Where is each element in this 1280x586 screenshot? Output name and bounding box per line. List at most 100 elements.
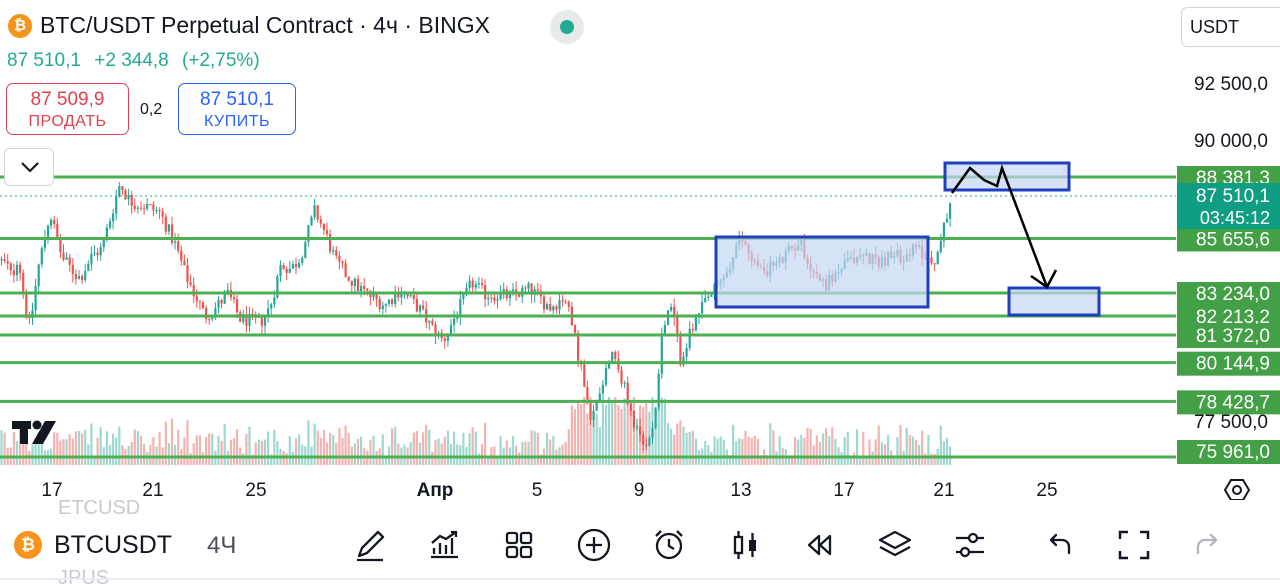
market-status-button[interactable] xyxy=(550,10,584,44)
candle-body xyxy=(133,206,136,209)
consolidation-zone[interactable] xyxy=(714,235,930,309)
level-label: 83 234,0 xyxy=(1196,284,1270,305)
volume-bar xyxy=(604,405,608,465)
buy-button[interactable]: 87 510,1 КУПИТЬ xyxy=(178,83,296,135)
volume-bar xyxy=(391,428,394,465)
fullscreen-icon xyxy=(1118,530,1150,560)
candle-body xyxy=(189,282,192,286)
chart-settings-button[interactable] xyxy=(949,524,991,566)
undo-button[interactable] xyxy=(1037,524,1079,566)
currency-selector[interactable]: USDT xyxy=(1181,7,1280,47)
chart-title[interactable]: BTC/USDT Perpetual Contract · 4ч · BINGX xyxy=(40,12,490,38)
candle-body xyxy=(96,252,99,256)
drawing-tool-button[interactable] xyxy=(349,524,391,566)
volume-bar xyxy=(939,425,942,465)
chart-type-button[interactable] xyxy=(724,524,766,566)
candle-body xyxy=(183,260,186,266)
volume-bar xyxy=(868,439,871,465)
time-axis[interactable]: 17 21 25 Апр 5 9 13 17 21 25 xyxy=(41,480,1057,501)
volume-bar xyxy=(459,445,462,465)
projection-path[interactable] xyxy=(950,163,1049,288)
add-button[interactable] xyxy=(573,524,615,566)
bitcoin-icon: ₿ xyxy=(8,14,32,38)
candle-body xyxy=(397,293,400,298)
indicators-button[interactable] xyxy=(423,524,465,566)
volume-bar xyxy=(862,431,865,465)
volume-bar xyxy=(828,436,831,465)
candle-body xyxy=(46,225,50,238)
volume-bar xyxy=(769,423,772,465)
volume-bar xyxy=(893,455,896,465)
volume-bar xyxy=(818,442,821,465)
candle-body xyxy=(53,219,56,224)
object-tree-button[interactable] xyxy=(874,524,916,566)
redo-button[interactable] xyxy=(1188,524,1230,566)
price-axis-label: 92 500,0 xyxy=(1194,74,1268,95)
volume-bar xyxy=(505,440,508,465)
alert-button[interactable] xyxy=(648,524,690,566)
candle-body xyxy=(623,382,626,384)
candle-body xyxy=(691,328,694,331)
volume-bar xyxy=(428,429,431,465)
layout-button[interactable] xyxy=(498,524,540,566)
volume-bar xyxy=(347,432,350,465)
candle-body xyxy=(282,265,285,269)
candle-body xyxy=(112,213,115,222)
volume-bar xyxy=(301,444,304,465)
fullscreen-button[interactable] xyxy=(1113,524,1155,566)
volume-bar xyxy=(521,441,524,465)
volume-bar xyxy=(583,397,586,465)
volume-bar xyxy=(211,433,214,465)
candle-body xyxy=(363,286,366,289)
time-axis-label: 17 xyxy=(833,480,854,501)
volume-bar xyxy=(924,453,927,465)
volume-bar xyxy=(384,456,387,465)
volume-bar xyxy=(635,424,639,465)
volume-bar xyxy=(927,435,930,465)
volume-bar xyxy=(313,423,316,465)
volume-bar xyxy=(564,442,567,465)
current-price-label-bg xyxy=(1177,183,1280,229)
candle-body xyxy=(583,364,586,387)
volume-bar xyxy=(673,434,676,465)
candle-body xyxy=(12,270,15,276)
volume-bar xyxy=(573,409,577,465)
timeframe-selector[interactable]: 4Ч xyxy=(207,532,237,559)
candle-body xyxy=(542,296,546,310)
candle-body xyxy=(384,303,387,306)
volume-bar xyxy=(409,442,412,465)
candle-body xyxy=(555,306,558,310)
price-axis[interactable]: 92 500,0 90 000,0 77 500,0 87 510,1 03:4… xyxy=(1177,74,1280,433)
volume-bar xyxy=(93,458,96,465)
symbol-selector[interactable]: BTCUSDT xyxy=(54,531,173,559)
volume-bar xyxy=(787,455,790,465)
collapse-header-button[interactable] xyxy=(4,148,54,186)
candle-body xyxy=(285,268,288,273)
volume-bar xyxy=(815,435,818,465)
time-axis-label: 21 xyxy=(142,480,163,501)
target-zone-top[interactable] xyxy=(943,161,1071,192)
candle-body xyxy=(205,308,208,320)
replay-button[interactable] xyxy=(798,524,840,566)
price-summary: 87 510,1 +2 344,8 (+2,75%) xyxy=(7,50,268,72)
sell-button[interactable]: 87 509,9 ПРОДАТЬ xyxy=(6,83,129,135)
volume-bar xyxy=(735,441,738,465)
volume-bar xyxy=(353,443,356,465)
volume-bar xyxy=(914,439,918,465)
candle-body xyxy=(586,386,589,404)
target-zone-bottom[interactable] xyxy=(1007,286,1101,317)
volume-bar xyxy=(682,426,685,465)
volume-bar xyxy=(794,436,797,465)
candle-body xyxy=(592,410,595,420)
volume-bar xyxy=(812,445,815,465)
volume-bar xyxy=(341,437,344,465)
volume-bar xyxy=(750,437,753,465)
volume-bar xyxy=(136,431,139,465)
volume-bar xyxy=(220,440,223,465)
volume-bar xyxy=(74,431,77,465)
volume-bar xyxy=(449,443,453,465)
volume-bar xyxy=(34,438,37,465)
tradingview-logo-icon[interactable] xyxy=(10,418,60,446)
candle-body xyxy=(149,204,152,206)
